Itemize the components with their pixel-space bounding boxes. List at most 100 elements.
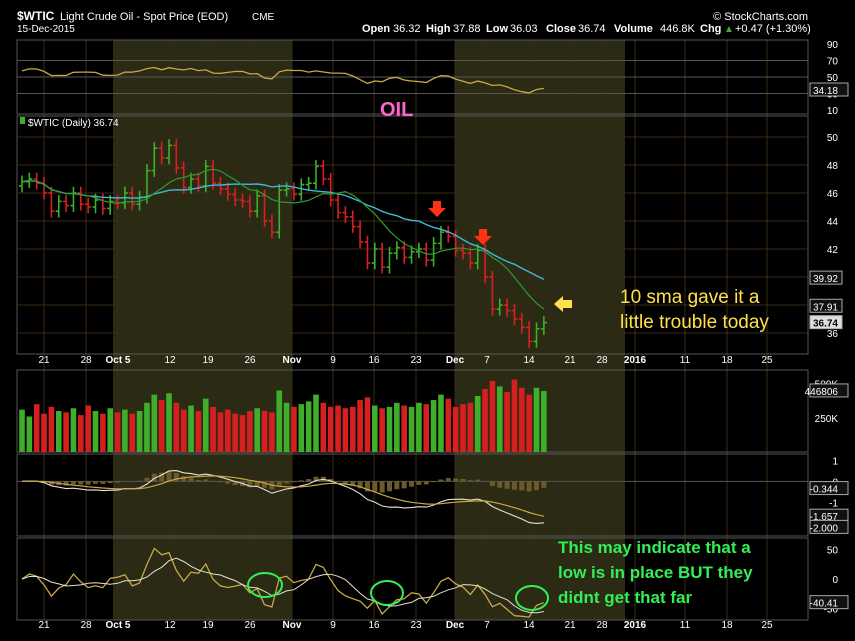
macd-histogram-bar	[262, 481, 268, 488]
top-osc-tick: 70	[827, 57, 839, 68]
volume-bar	[335, 405, 341, 452]
high-label: High	[426, 23, 451, 35]
instrument-name: Light Crude Oil - Spot Price (EOD)	[60, 11, 228, 23]
volume-bar	[188, 405, 194, 452]
macd-histogram-bar	[166, 471, 172, 482]
down-arrow-icon	[474, 229, 492, 245]
macd-last: -1.657	[810, 512, 839, 523]
volume-bar	[357, 400, 363, 452]
volume-bar	[217, 412, 224, 452]
macd-histogram-bar	[534, 481, 539, 491]
volume-bar	[55, 411, 62, 452]
macd-histogram-bar	[379, 481, 385, 493]
sma-note-line1: 10 sma gave it a	[620, 287, 760, 308]
macd-histogram-bar	[203, 479, 209, 482]
chg-value: +0.47 (+1.30%)	[735, 23, 811, 35]
macd-histogram-bar	[394, 481, 400, 490]
bottom-osc-tick: 50	[827, 546, 839, 557]
x-tick-label: Dec	[446, 620, 465, 631]
volume-bar	[107, 408, 113, 452]
volume-bar	[342, 408, 349, 452]
macd-histogram-bar	[210, 480, 216, 482]
volume-bar	[239, 415, 246, 452]
macd-histogram-bar	[78, 481, 84, 485]
volume-bar	[261, 411, 268, 452]
volume-bar	[305, 401, 312, 452]
x-tick-label: Oct 5	[105, 355, 130, 366]
macd-histogram-bar	[217, 481, 223, 483]
macd-histogram-bar	[387, 481, 392, 492]
volume-bar	[298, 404, 305, 452]
bottom-osc-last-box	[809, 595, 849, 610]
macd-histogram-bar	[107, 481, 113, 484]
macd-histogram-bar	[372, 481, 378, 492]
brand: © StockCharts.com	[713, 11, 808, 23]
month-band	[455, 40, 625, 620]
macd-histogram-bar	[350, 481, 356, 486]
close-value: 36.74	[578, 23, 606, 35]
macd-histogram-bar	[100, 481, 106, 484]
chg-label: Chg	[700, 23, 721, 35]
volume-bar	[269, 412, 275, 452]
x-tick-label: 21	[38, 355, 50, 366]
oil-label: OIL	[380, 99, 413, 121]
x-tick-label: 9	[330, 620, 336, 631]
macd-histogram-bar	[423, 481, 429, 485]
x-tick-label: 19	[202, 620, 214, 631]
macd-histogram-bar	[526, 481, 532, 492]
macd-histogram-bar	[409, 481, 415, 487]
macd-histogram-bar	[151, 473, 157, 482]
symbol: $WTIC	[17, 9, 55, 23]
price-tick-label: 42	[827, 245, 839, 256]
top-osc-tick: 10	[827, 106, 839, 117]
x-tick-label: 14	[523, 620, 535, 631]
volume-bar	[48, 406, 55, 452]
macd-histogram-bar	[541, 481, 547, 488]
sma-note-line2: little trouble today	[620, 312, 769, 333]
bottom-osc-last: -40.41	[810, 599, 839, 610]
macd-histogram-bar	[328, 478, 334, 482]
volume-bar	[232, 413, 238, 452]
bottom-oscillator	[21, 547, 545, 618]
price-tick-label: 48	[827, 161, 839, 172]
price-tick-label: 46	[827, 189, 839, 200]
volume-bar	[247, 411, 253, 452]
volume-bar	[489, 380, 496, 452]
highlight-circle	[247, 572, 283, 598]
volume-bar	[474, 395, 481, 452]
macd-line	[21, 470, 544, 524]
volume-bar	[166, 393, 172, 452]
x-tick-label: 16	[368, 355, 380, 366]
macd-histogram-bar	[401, 481, 407, 489]
low-value: 36.03	[510, 23, 538, 35]
volume-bar	[33, 404, 40, 452]
volume-bar	[122, 409, 128, 452]
top-osc-last-box	[809, 82, 849, 97]
macd-histogram-bar	[48, 481, 54, 485]
indicator-note-line1: This may indicate that a	[558, 538, 751, 557]
volume-bar	[372, 405, 378, 452]
volume-bar	[129, 413, 136, 452]
annotations: OIL 10 sma gave it a little trouble toda…	[247, 99, 769, 611]
x-tick-label: 26	[244, 355, 256, 366]
macd-histogram-bar	[195, 479, 201, 482]
macd-histogram-bar	[181, 476, 187, 482]
top-osc-tick: 50	[827, 73, 839, 84]
top-osc-line	[21, 66, 544, 94]
volume-panel	[19, 379, 547, 452]
x-tick-label: 23	[410, 620, 422, 631]
open-value: 36.32	[393, 23, 421, 35]
volume-bar	[180, 409, 187, 452]
price-legend: $WTIC (Daily) 36.74	[20, 117, 119, 129]
macd-last-box	[809, 519, 849, 534]
volume-bar	[19, 409, 25, 452]
volume-bar	[276, 390, 283, 452]
bottom-osc-line	[21, 547, 545, 618]
volume-bar	[541, 390, 547, 452]
macd-histogram-bar	[306, 479, 312, 482]
macd-histogram-bar	[438, 479, 444, 482]
close-label: Close	[546, 23, 576, 35]
macd-histogram-bar	[313, 476, 319, 482]
volume-bar	[144, 402, 150, 452]
macd-histogram-bar	[232, 481, 238, 486]
